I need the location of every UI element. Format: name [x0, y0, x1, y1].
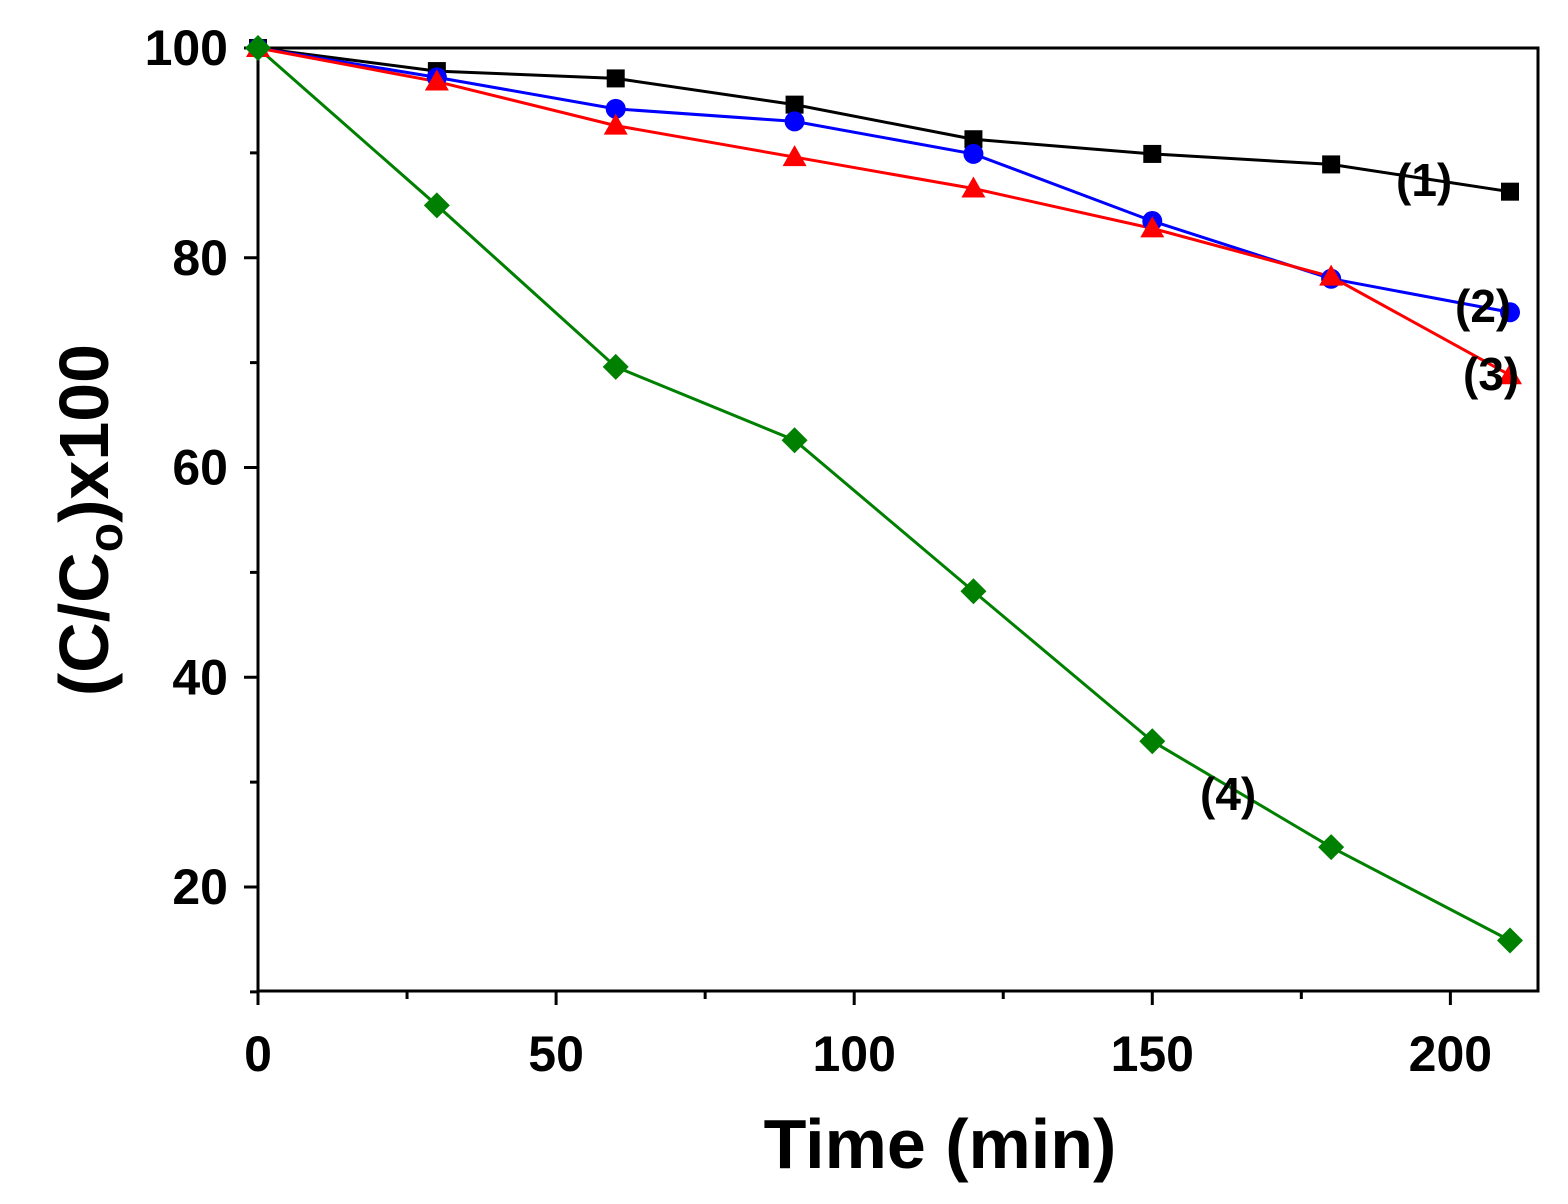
y-axis-ticks: 20 40 60 80 100 [145, 20, 258, 994]
series-markers [245, 35, 1523, 954]
series-lines [257, 46, 1511, 942]
x-axis-title: Time (min) [764, 1105, 1117, 1183]
y-axis-title-subscript: o [80, 523, 133, 552]
series-3-point [782, 145, 807, 167]
y-tick-label: 20 [172, 859, 228, 915]
series-4-point [423, 192, 450, 219]
series-1-point [785, 95, 804, 114]
series-label-1: (1) [1396, 154, 1452, 206]
x-tick-label: 0 [244, 1026, 272, 1082]
x-axis-ticks: 0 50 100 150 200 [244, 991, 1492, 1082]
series-label-3: (3) [1463, 348, 1519, 400]
series-2-point [963, 143, 984, 164]
series-2-point [784, 111, 805, 132]
series-3-point [1498, 363, 1522, 385]
series-4-line [257, 46, 1511, 942]
y-axis-title-suffix: )x100 [45, 344, 123, 523]
series-2-point [1500, 302, 1520, 323]
series-4-point [960, 578, 987, 605]
series-4-point [1139, 728, 1166, 755]
series-1-point [1143, 144, 1162, 163]
series-4-point [781, 427, 808, 454]
series-4-point [1318, 834, 1345, 861]
y-tick-label: 80 [172, 230, 228, 286]
series-3-point [603, 113, 628, 135]
series-3-point [424, 69, 449, 91]
plot-frame [256, 46, 1540, 993]
series-1-point [964, 130, 983, 149]
y-tick-label: 60 [172, 440, 228, 496]
series-2-point [605, 98, 626, 119]
series-3-line [257, 46, 1511, 377]
y-axis-title: (C/Co)x100 [45, 344, 133, 696]
series-4-point [602, 353, 629, 380]
y-axis-title-main: (C/C [45, 552, 123, 696]
series-1-point [1501, 182, 1519, 201]
x-tick-label: 50 [528, 1026, 584, 1082]
series-3-point [1140, 216, 1165, 238]
y-tick-label: 40 [172, 649, 228, 705]
x-tick-label: 150 [1111, 1026, 1194, 1082]
series-4-point [245, 35, 271, 61]
series-label-2: (2) [1455, 280, 1511, 332]
series-1-point [606, 69, 625, 88]
series-3-point [1319, 264, 1344, 286]
series-4-point [1497, 927, 1523, 954]
y-tick-label: 100 [145, 20, 228, 76]
x-tick-label: 200 [1409, 1026, 1492, 1082]
x-tick-label: 100 [812, 1026, 895, 1082]
series-1-point [1322, 155, 1341, 174]
series-label-4: (4) [1200, 768, 1256, 820]
series-3-point [961, 176, 986, 198]
series-1-line [257, 46, 1511, 194]
